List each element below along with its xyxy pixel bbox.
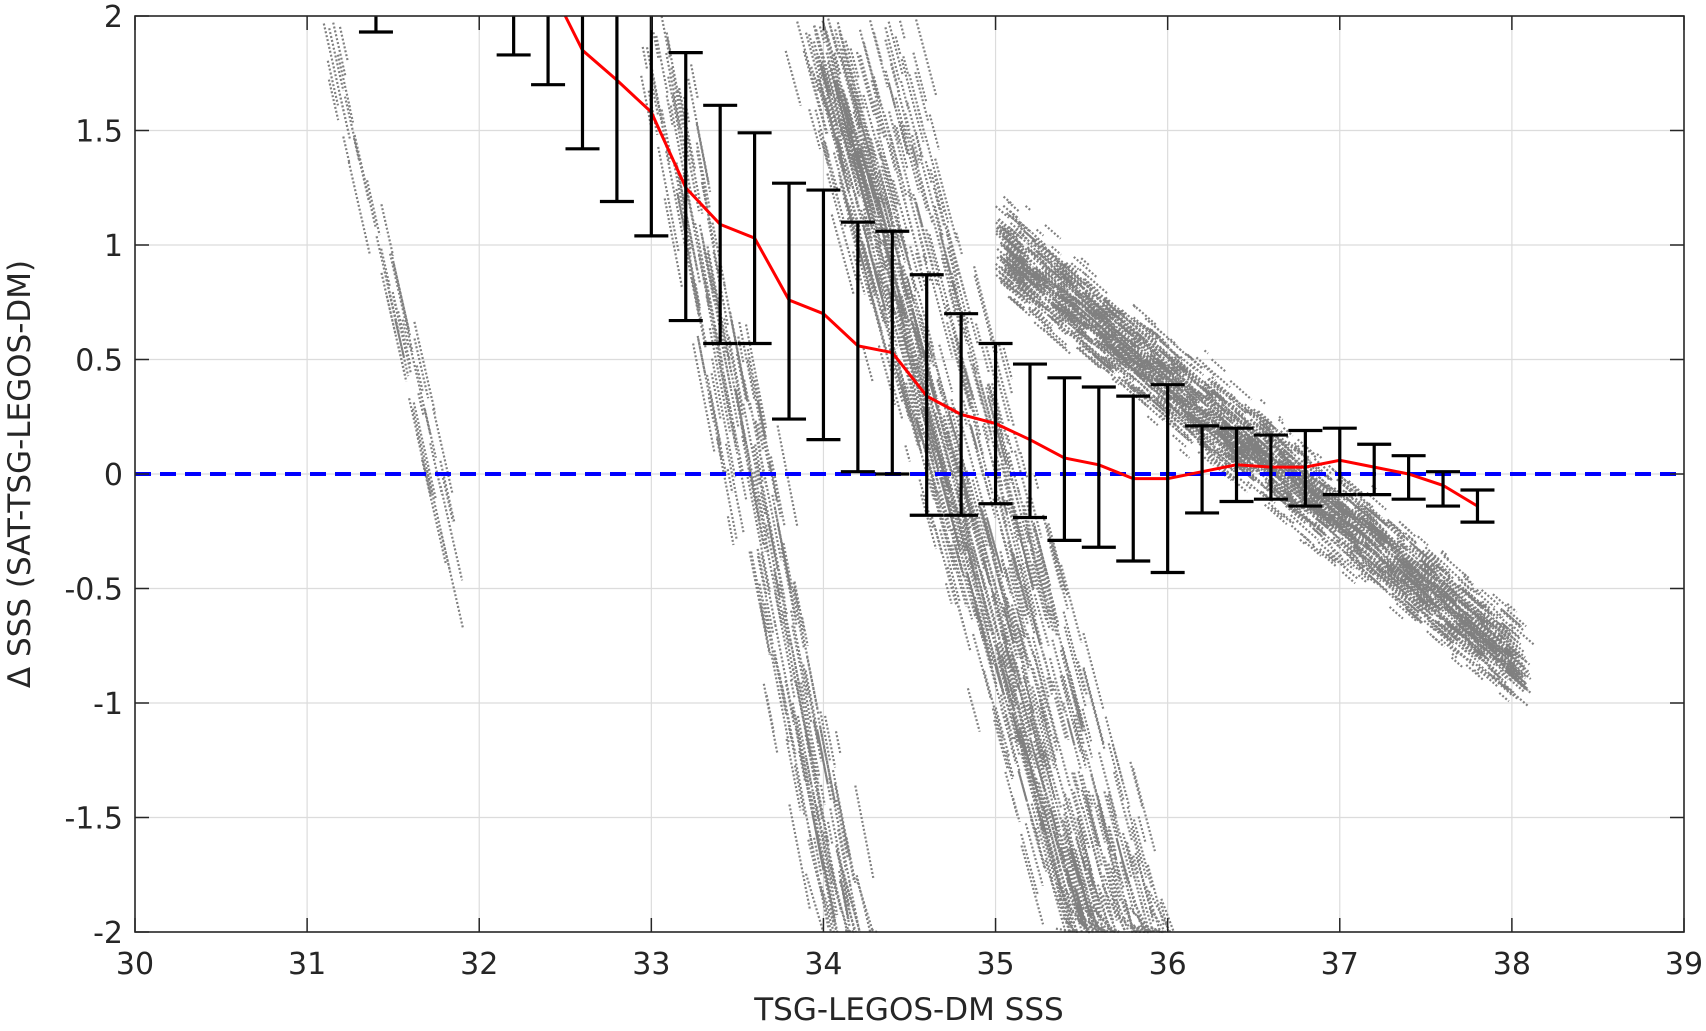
- error-bar: [1081, 385, 1116, 549]
- y-tick-label: 1: [104, 229, 123, 264]
- error-bar: [599, 16, 634, 204]
- error-bar: [1426, 470, 1461, 508]
- error-bar: [1391, 454, 1426, 501]
- x-tick-label: 37: [1321, 947, 1359, 982]
- y-axis-ticks: -2 -1.5 -1 -0.5 0 0.5 1 1.5 2: [64, 0, 1684, 951]
- error-bar: [1185, 424, 1220, 515]
- x-tick-label: 32: [460, 947, 498, 982]
- error-bars: [358, 16, 1495, 575]
- error-bar: [1047, 376, 1082, 543]
- error-bar: [1460, 488, 1495, 524]
- error-bar: [1116, 394, 1151, 563]
- y-tick-label: 0: [104, 458, 123, 493]
- error-bar: [634, 16, 669, 238]
- mean-line: [563, 15, 1479, 508]
- x-tick-label: 38: [1493, 947, 1531, 982]
- error-bar: [944, 312, 979, 517]
- error-bar: [909, 273, 944, 517]
- error-bar: [358, 16, 393, 34]
- error-bar: [496, 16, 531, 57]
- error-bar: [772, 181, 807, 421]
- error-bar: [531, 16, 566, 87]
- error-bar: [1219, 426, 1254, 504]
- error-bar: [978, 341, 1013, 506]
- x-axis-ticks: 30 31 32 33 34 35 36 37 38 39: [116, 16, 1703, 982]
- error-bar: [1288, 428, 1323, 508]
- error-bar: [737, 131, 772, 346]
- error-bar: [668, 51, 703, 323]
- error-bar: [1253, 433, 1288, 501]
- error-bar: [1357, 442, 1392, 497]
- error-bar: [806, 188, 841, 442]
- x-tick-label: 36: [1149, 947, 1187, 982]
- y-tick-label: 2: [104, 0, 123, 35]
- x-tick-label: 34: [804, 947, 842, 982]
- x-tick-label: 30: [116, 947, 154, 982]
- x-tick-label: 33: [632, 947, 670, 982]
- error-bar: [875, 229, 910, 476]
- y-axis-label: Δ SSS (SAT-TSG-LEGOS-DM): [2, 260, 38, 688]
- error-bar: [1150, 383, 1185, 575]
- x-tick-label: 39: [1665, 947, 1703, 982]
- error-bar: [840, 220, 875, 474]
- error-bar: [565, 16, 600, 151]
- error-bar: [703, 103, 738, 346]
- x-axis-label: TSG-LEGOS-DM SSS: [753, 992, 1063, 1028]
- error-bar: [1012, 362, 1047, 520]
- y-tick-label: -0.5: [64, 573, 123, 608]
- y-tick-label: -1: [93, 687, 123, 722]
- x-tick-label: 31: [288, 947, 326, 982]
- y-tick-label: 1.5: [75, 115, 123, 150]
- error-bar: [1322, 426, 1357, 497]
- y-tick-label: -1.5: [64, 802, 123, 837]
- x-tick-label: 35: [976, 947, 1014, 982]
- y-tick-label: 0.5: [75, 344, 123, 379]
- y-tick-label: -2: [93, 916, 123, 951]
